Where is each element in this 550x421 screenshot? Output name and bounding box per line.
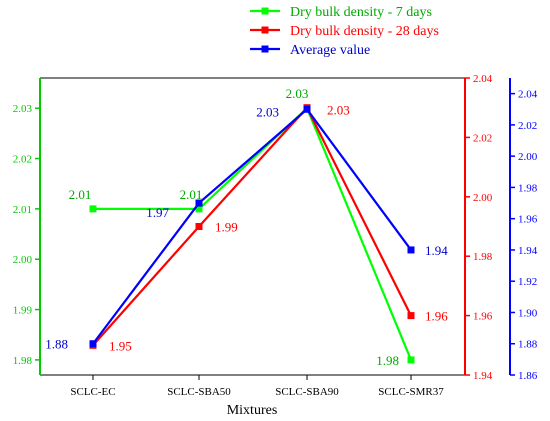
right-y-axis-blue-tick-label: 1.96 [518, 214, 538, 226]
series-3-data-label: 1.88 [45, 337, 68, 352]
series-1-point [407, 356, 415, 364]
legend-marker-2 [261, 26, 269, 34]
right-y-axis-blue-tick-label: 1.92 [518, 276, 537, 288]
right-y-axis-blue-tick-label: 2.00 [518, 151, 538, 163]
right-y-axis-red-tick-label: 2.00 [473, 192, 493, 204]
series-1-data-label: 2.03 [286, 86, 309, 101]
right-y-axis-red-tick-label: 1.96 [473, 311, 493, 323]
series-3-data-label: 1.94 [425, 243, 448, 258]
series-3-data-label: 1.97 [146, 205, 169, 220]
series-line-1 [93, 106, 413, 361]
left-y-axis-tick-label: 2.03 [13, 103, 33, 115]
right-y-axis-blue-tick-label: 1.94 [518, 245, 538, 257]
right-y-axis-blue-tick-label: 1.86 [518, 370, 538, 382]
series-3-point [407, 246, 415, 254]
series-3-data-label: 2.03 [256, 104, 279, 119]
series-line-3 [92, 107, 412, 345]
series-2-data-label: 1.95 [109, 338, 132, 353]
left-y-axis-tick-label: 1.99 [13, 305, 33, 317]
series-2-data-label: 2.03 [327, 103, 350, 118]
series-3-point [89, 340, 97, 348]
right-y-axis-blue-tick-label: 1.88 [518, 339, 538, 351]
series-2-data-label: 1.99 [215, 220, 238, 235]
series-1-point [195, 205, 203, 213]
series-1-data-label: 2.01 [69, 187, 92, 202]
series-2-point [407, 312, 415, 320]
left-y-axis-tick-label: 2.01 [13, 204, 32, 216]
legend-label-1: Dry bulk density - 7 days [290, 5, 432, 20]
x-axis-title: Mixtures [227, 403, 278, 418]
legend-marker-3 [261, 45, 269, 53]
legend-marker-1 [261, 7, 269, 15]
right-y-axis-blue-tick-label: 2.04 [518, 89, 538, 101]
x-tick-label: SCLC-SBA50 [167, 386, 231, 398]
right-y-axis-red-tick-label: 1.98 [473, 251, 493, 263]
right-y-axis-red-tick-label: 1.94 [473, 370, 493, 382]
right-y-axis-blue-tick-label: 1.90 [518, 307, 538, 319]
series-3-point [195, 199, 203, 207]
x-tick-label: SCLC-SBA90 [275, 386, 339, 398]
right-y-axis-blue-tick-label: 2.02 [518, 120, 537, 132]
legend-label-2: Dry bulk density - 28 days [290, 24, 439, 39]
x-tick-label: SCLC-SMR37 [378, 386, 444, 398]
series-2-data-label: 1.96 [425, 309, 448, 324]
right-y-axis-red-tick-label: 2.04 [473, 73, 493, 85]
series-1-point [89, 205, 97, 213]
legend-label-3: Average value [290, 43, 370, 58]
left-y-axis-tick-label: 2.00 [13, 254, 33, 266]
left-y-axis-tick-label: 1.98 [13, 355, 33, 367]
series-2-point [195, 223, 203, 230]
series-line-2 [92, 105, 412, 347]
right-y-axis-blue-tick-label: 1.98 [518, 182, 538, 194]
series-3-point [303, 105, 311, 113]
series-1-data-label: 2.01 [180, 187, 203, 202]
x-tick-label: SCLC-EC [70, 386, 115, 398]
series-1-data-label: 1.98 [376, 353, 399, 368]
left-y-axis-tick-label: 2.02 [13, 154, 32, 166]
right-y-axis-red-tick-label: 2.02 [473, 132, 492, 144]
